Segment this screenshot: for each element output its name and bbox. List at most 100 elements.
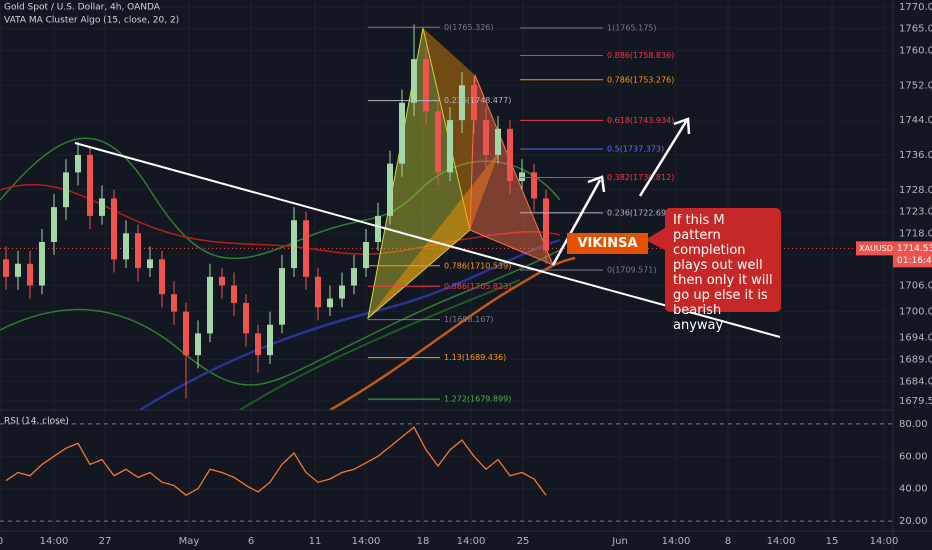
rsi-pane <box>0 423 893 522</box>
candle-body <box>363 241 369 269</box>
note: If this M pattern completion plays out w… <box>665 208 781 333</box>
candle-body <box>483 120 489 155</box>
candle-body <box>291 220 297 269</box>
candle-body <box>51 207 57 242</box>
candle-body <box>327 298 333 308</box>
rsi-line <box>5 426 547 496</box>
candle-body <box>207 276 213 334</box>
x-tick-label: 6 <box>248 536 254 547</box>
symbol-title: Gold Spot / U.S. Dollar, 4h, OANDA <box>4 3 161 13</box>
arrow-1-head <box>587 175 606 193</box>
note-pointer <box>645 228 665 250</box>
x-tick-label: 18 <box>417 536 430 547</box>
rsi-tick-label: 40.00 <box>899 484 928 495</box>
candle-body <box>75 154 81 173</box>
y-tick-label: 1684.000 <box>899 376 932 387</box>
candle-body <box>315 276 321 308</box>
candle-body <box>267 324 273 356</box>
candle-body <box>435 111 441 173</box>
x-tick-label: 15 <box>826 536 839 547</box>
candle-body <box>183 311 189 356</box>
x-tick-label: 0 <box>0 536 3 547</box>
fib-label: 0.786(1710.539) <box>444 261 511 270</box>
candle-body <box>87 154 93 216</box>
candle-body <box>531 172 537 199</box>
candle-body <box>507 128 513 182</box>
watermark: VIKINSA <box>567 233 648 254</box>
fib-label: 0.236(1722.693) <box>607 208 674 217</box>
candle-body <box>447 120 453 173</box>
rsi-title: RSI (14, close) <box>4 417 69 427</box>
candle-body <box>231 285 237 303</box>
fib-label: 0.5(1737.373) <box>607 144 664 153</box>
x-tick-label: 8 <box>725 536 731 547</box>
y-tick-label: 1689.000 <box>899 355 932 366</box>
candles <box>3 24 549 399</box>
candle-body <box>171 294 177 312</box>
x-tick-label: 11 <box>309 536 322 547</box>
x-tick-label: 14:00 <box>40 536 69 547</box>
y-tick-label: 1744.000 <box>899 115 932 126</box>
candle-body <box>123 233 129 260</box>
candle-body <box>147 259 153 269</box>
rsi-tick-label: 20.00 <box>899 516 928 527</box>
fib-label: 1.272(1679.899) <box>444 395 511 404</box>
x-tick-label: 14:00 <box>662 536 691 547</box>
ma-lines <box>0 137 576 412</box>
last-price-label: 1714.538 <box>897 244 932 254</box>
indicator-title: VATA MA Cluster Algo (15, close, 20, 2) <box>4 16 179 26</box>
candle-body <box>339 285 345 299</box>
y-tick-label: 1700.000 <box>899 307 932 318</box>
candle-body <box>423 59 429 112</box>
x-tick-label: Jun <box>611 536 628 547</box>
y-tick-label: 1679.500 <box>899 396 932 407</box>
candle-body <box>27 263 33 286</box>
candle-body <box>159 259 165 295</box>
x-tick-label: 27 <box>99 536 112 547</box>
candle-body <box>459 85 465 121</box>
fib-label: 1(1765.175) <box>607 23 657 32</box>
candle-body <box>195 333 201 356</box>
ma-green <box>239 279 521 411</box>
candle-body <box>15 263 21 277</box>
fib-label: 0.786(1753.276) <box>607 75 674 84</box>
x-tick-label: 14:00 <box>870 536 899 547</box>
fib-label: 1(1698.167) <box>444 315 494 324</box>
candle-body <box>411 59 417 103</box>
candle-body <box>99 198 105 216</box>
candle-body <box>543 198 549 251</box>
arrow-2 <box>638 119 689 197</box>
candle-body <box>471 85 477 121</box>
candle-body <box>219 276 225 286</box>
y-tick-label: 1728.000 <box>899 185 932 196</box>
fib-label: 0.618(1743.934) <box>607 116 674 125</box>
fib-label: 0.886(1705.823) <box>444 282 511 291</box>
candle-body <box>387 163 393 216</box>
y-tick-label: 1752.000 <box>899 80 932 91</box>
y-tick-label: 1770.000 <box>899 2 932 13</box>
candle-body <box>375 215 381 242</box>
fib-label: 0.236(1748.477) <box>444 96 511 105</box>
candle-body <box>39 241 45 286</box>
candle-body <box>135 233 141 269</box>
trend-line <box>74 142 781 338</box>
fib-levels: 0(1765.326) 0.236(1748.477) 0.786(1710.539… <box>368 23 674 404</box>
fib-label: 1.13(1689.436) <box>444 353 506 362</box>
candle-body <box>111 198 117 260</box>
fib-label: 0(1709.571) <box>607 265 657 274</box>
fib-label: 0.886(1758.836) <box>607 51 674 60</box>
y-tick-label: 1765.000 <box>899 24 932 35</box>
ma-blue <box>139 238 561 412</box>
candle-body <box>351 268 357 286</box>
candle-body <box>303 220 309 277</box>
fib-label: 0.382(1730.812) <box>607 173 674 182</box>
x-tick-label: 14:00 <box>457 536 486 547</box>
y-tick-label: 1694.000 <box>899 333 932 344</box>
candle-body <box>399 102 405 164</box>
y-tick-label: 1736.000 <box>899 150 932 161</box>
candle-body <box>279 268 285 325</box>
candle-body <box>519 172 525 182</box>
candle-body <box>255 333 261 356</box>
y-tick-label: 1760.000 <box>899 45 932 56</box>
